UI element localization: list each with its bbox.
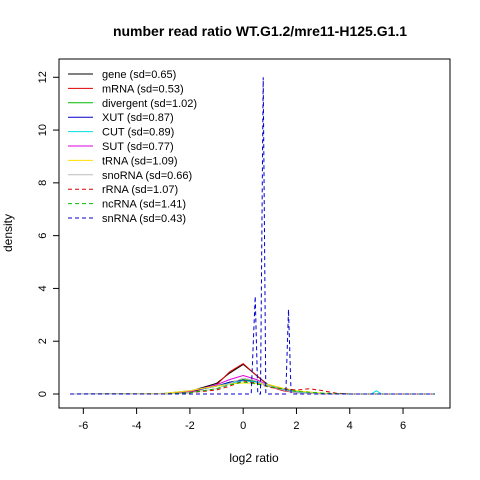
y-axis: 0 2 4 6 8 10 12 <box>37 71 60 397</box>
series-line-11 <box>70 77 435 395</box>
y-tick-label: 4 <box>37 285 49 291</box>
x-tick-label: -6 <box>78 420 88 432</box>
legend-label: tRNA (sd=1.09) <box>102 155 178 167</box>
y-tick-label: 2 <box>37 338 49 344</box>
y-tick-label: 12 <box>37 71 49 83</box>
y-tick-label: 8 <box>37 180 49 186</box>
x-tick-label: 6 <box>400 420 406 432</box>
y-tick-label: 10 <box>37 124 49 136</box>
series-layer <box>69 77 435 395</box>
y-axis-label: density <box>1 214 15 252</box>
series-line-7 <box>69 382 435 395</box>
x-tick-label: 0 <box>240 420 246 432</box>
legend-label: rRNA (sd=1.07) <box>102 184 178 196</box>
x-axis-label: log2 ratio <box>229 451 279 465</box>
legend-label: snRNA (sd=0.43) <box>102 213 186 225</box>
x-tick-label: -4 <box>132 420 142 432</box>
legend-label: XUT (sd=0.87) <box>102 112 174 124</box>
y-tick-label: 6 <box>37 233 49 239</box>
series-line-10 <box>70 381 435 395</box>
x-tick-label: -2 <box>185 420 195 432</box>
x-tick-label: 4 <box>347 420 353 432</box>
x-tick-label: 2 <box>293 420 299 432</box>
legend-label: mRNA (sd=0.53) <box>102 83 184 95</box>
legend: gene (sd=0.65) mRNA (sd=0.53) divergent (s… <box>68 69 197 225</box>
legend-label: divergent (sd=1.02) <box>102 98 197 110</box>
x-axis: -6 -4 -2 0 2 4 6 <box>78 407 406 432</box>
legend-label: SUT (sd=0.77) <box>102 141 174 153</box>
chart-title: number read ratio WT.G1.2/mre11-H125.G1.… <box>113 23 407 39</box>
legend-label: gene (sd=0.65) <box>102 69 176 81</box>
legend-label: snoRNA (sd=0.66) <box>102 170 192 182</box>
legend-label: CUT (sd=0.89) <box>102 127 174 139</box>
legend-label: ncRNA (sd=1.41) <box>102 199 186 211</box>
y-tick-label: 0 <box>37 391 49 397</box>
